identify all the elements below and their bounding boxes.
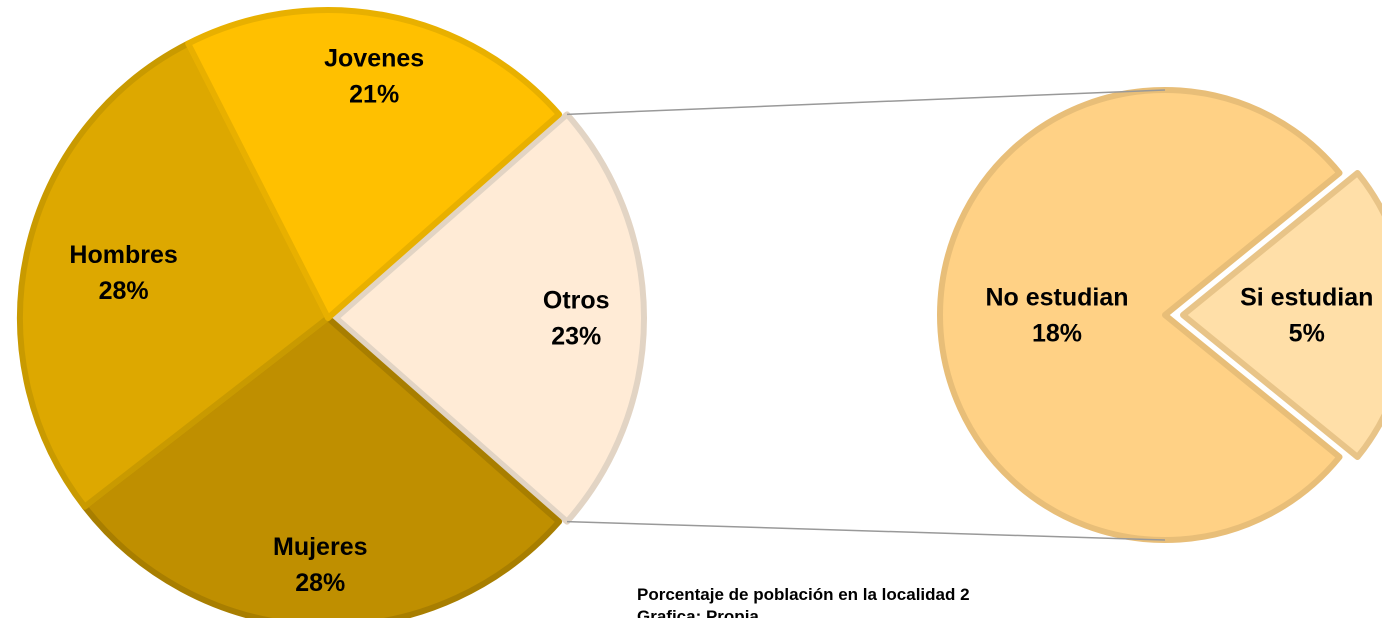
pie-slice <box>937 87 1343 543</box>
slice-value-label: 23% <box>551 323 601 351</box>
connector-line <box>567 520 1166 541</box>
slice-category: Hombres <box>69 241 177 269</box>
pie-slice <box>1180 170 1382 460</box>
labels: Otros 23% Mujeres 28% Hombres 28% Jovenes 21% No… <box>69 45 1373 597</box>
pie-slice <box>17 40 331 510</box>
slice-category: Si estudian <box>1240 284 1373 312</box>
pie-slice <box>333 111 647 525</box>
slice-category: Mujeres <box>273 533 367 561</box>
caption-line: Grafica: Propia <box>637 607 759 618</box>
slice-category: Jovenes <box>324 45 424 73</box>
slice-category: Otros <box>543 287 610 315</box>
pie-slice <box>185 7 563 321</box>
slice-value-label: 21% <box>349 81 399 109</box>
slice-value-label: 28% <box>295 569 345 597</box>
connector-line <box>567 89 1166 116</box>
slice-value-label: 5% <box>1289 320 1325 348</box>
slice-value-label: 18% <box>1032 320 1082 348</box>
slice-value-label: 28% <box>99 277 149 305</box>
pies <box>17 7 1382 618</box>
slice-category: No estudian <box>985 284 1128 312</box>
caption-line: Porcentaje de población en la localidad … <box>637 585 970 604</box>
pie-slice <box>81 315 563 618</box>
